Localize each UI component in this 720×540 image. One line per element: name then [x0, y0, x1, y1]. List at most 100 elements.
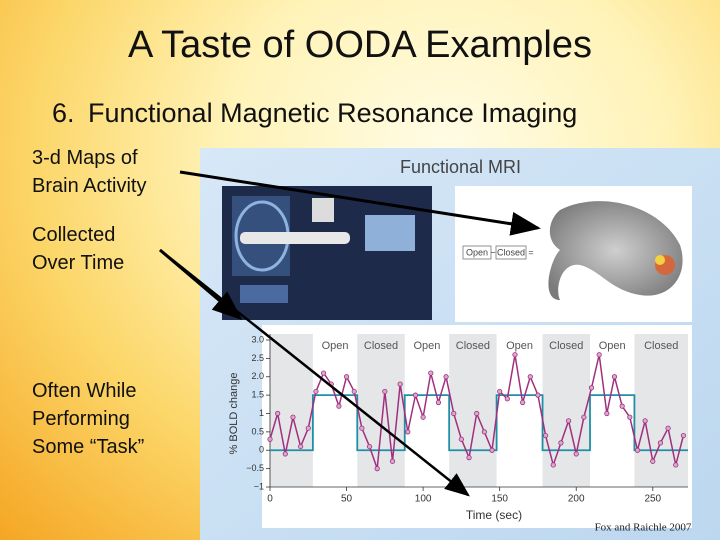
signal-point — [504, 396, 510, 402]
bullet-line: Brain Activity — [32, 175, 147, 197]
signal-point — [657, 440, 664, 446]
signal-point — [581, 414, 587, 420]
y-tick-label: 0.5 — [251, 426, 264, 436]
signal-point — [497, 388, 503, 395]
x-tick-label: 100 — [415, 494, 432, 505]
y-tick-label: 3.0 — [251, 334, 264, 344]
contrast-operator: − — [490, 247, 495, 257]
signal-point — [351, 388, 357, 395]
y-tick-label: 1 — [259, 408, 264, 418]
x-tick-label: 50 — [341, 494, 353, 505]
contrast-label: Closed — [497, 247, 525, 257]
scanner-illustration — [222, 186, 432, 320]
brain-panel: Open − Closed = — [455, 186, 692, 322]
signal-point — [458, 436, 464, 442]
subtitle-number: 6. — [52, 98, 75, 128]
signal-point — [535, 392, 541, 398]
bullet-line: 3-d Maps of — [32, 147, 138, 169]
signal-point — [665, 425, 671, 431]
bullet: 3-d Maps of Brain Activity — [32, 144, 146, 200]
x-tick-label: 250 — [644, 494, 661, 505]
signal-point — [588, 385, 595, 391]
block — [496, 334, 543, 487]
signal-point — [527, 374, 533, 380]
signal-point — [466, 454, 472, 461]
signal-point — [382, 388, 388, 395]
y-tick-label: 1.5 — [251, 390, 264, 400]
signal-point — [474, 410, 480, 417]
bullet-line: Often While — [32, 380, 137, 402]
signal-point — [405, 429, 411, 435]
signal-point — [642, 418, 648, 424]
block — [404, 334, 450, 487]
contrast-equals: = — [528, 247, 533, 257]
block-label: Open — [506, 340, 533, 352]
signal-point — [619, 403, 625, 409]
signal-point — [596, 352, 602, 358]
signal-point — [543, 432, 549, 439]
y-tick-label: 2.0 — [251, 371, 264, 381]
signal-point — [627, 414, 633, 420]
signal-point — [520, 399, 526, 406]
signal-point — [320, 370, 327, 376]
model-line — [270, 394, 688, 452]
signal-point — [313, 388, 319, 395]
signal-point — [634, 447, 641, 453]
signal-point — [451, 410, 457, 417]
arrow — [179, 170, 541, 236]
x-tick-label: 150 — [491, 494, 508, 505]
block-label: Closed — [456, 340, 490, 352]
credit: Fox and Raichle 2007 — [595, 522, 692, 534]
y-tick-label: −1 — [254, 481, 264, 491]
signal-point — [305, 425, 311, 431]
signal-point — [343, 374, 350, 380]
signal-point — [374, 466, 380, 472]
bullet: Collected Over Time — [32, 221, 124, 277]
signal-point — [420, 414, 426, 420]
signal-point — [336, 403, 342, 409]
y-tick-label: −0.5 — [246, 463, 264, 473]
bullet-line: Over Time — [32, 252, 125, 274]
bullet-line: Some “Task” — [32, 436, 145, 458]
signal-point — [275, 410, 281, 417]
signal-point — [573, 451, 579, 457]
signal-point — [366, 443, 373, 450]
signal-point — [550, 462, 556, 468]
block-label: Open — [322, 340, 349, 352]
contrast-label: Open — [466, 247, 488, 257]
block-label: Closed — [364, 340, 398, 352]
y-tick-label: 2.5 — [251, 353, 264, 363]
signal-point — [673, 462, 679, 468]
x-tick-label: 200 — [568, 494, 585, 505]
x-axis-label: Time (sec) — [466, 508, 522, 522]
signal-point — [558, 440, 564, 446]
signal-point — [565, 418, 572, 424]
block-label: Closed — [549, 340, 583, 352]
signal-point — [298, 443, 304, 450]
signal-point — [290, 414, 296, 420]
block — [590, 334, 635, 487]
y-tick-label: 0 — [259, 445, 264, 455]
signal-point — [489, 447, 495, 453]
signal-point — [604, 410, 610, 417]
x-tick-label: 0 — [267, 494, 273, 505]
signal-point — [481, 429, 487, 435]
signal-point — [428, 370, 434, 376]
slide-title: A Taste of OODA Examples — [128, 24, 592, 66]
signal-point — [443, 374, 449, 380]
bullet-line: Collected — [32, 224, 116, 246]
signal-point — [435, 399, 442, 406]
bullet-line: Performing — [32, 408, 130, 430]
arrows — [159, 170, 541, 497]
block-label: Closed — [644, 340, 678, 352]
signal-point — [680, 432, 687, 439]
arrow — [159, 249, 470, 497]
signal-point — [282, 451, 288, 457]
block-label: Open — [413, 340, 440, 352]
signal-point — [611, 374, 618, 380]
subtitle: 6. Functional Magnetic Resonance Imaging — [52, 98, 577, 129]
signal-point — [412, 392, 419, 398]
block — [312, 334, 358, 487]
